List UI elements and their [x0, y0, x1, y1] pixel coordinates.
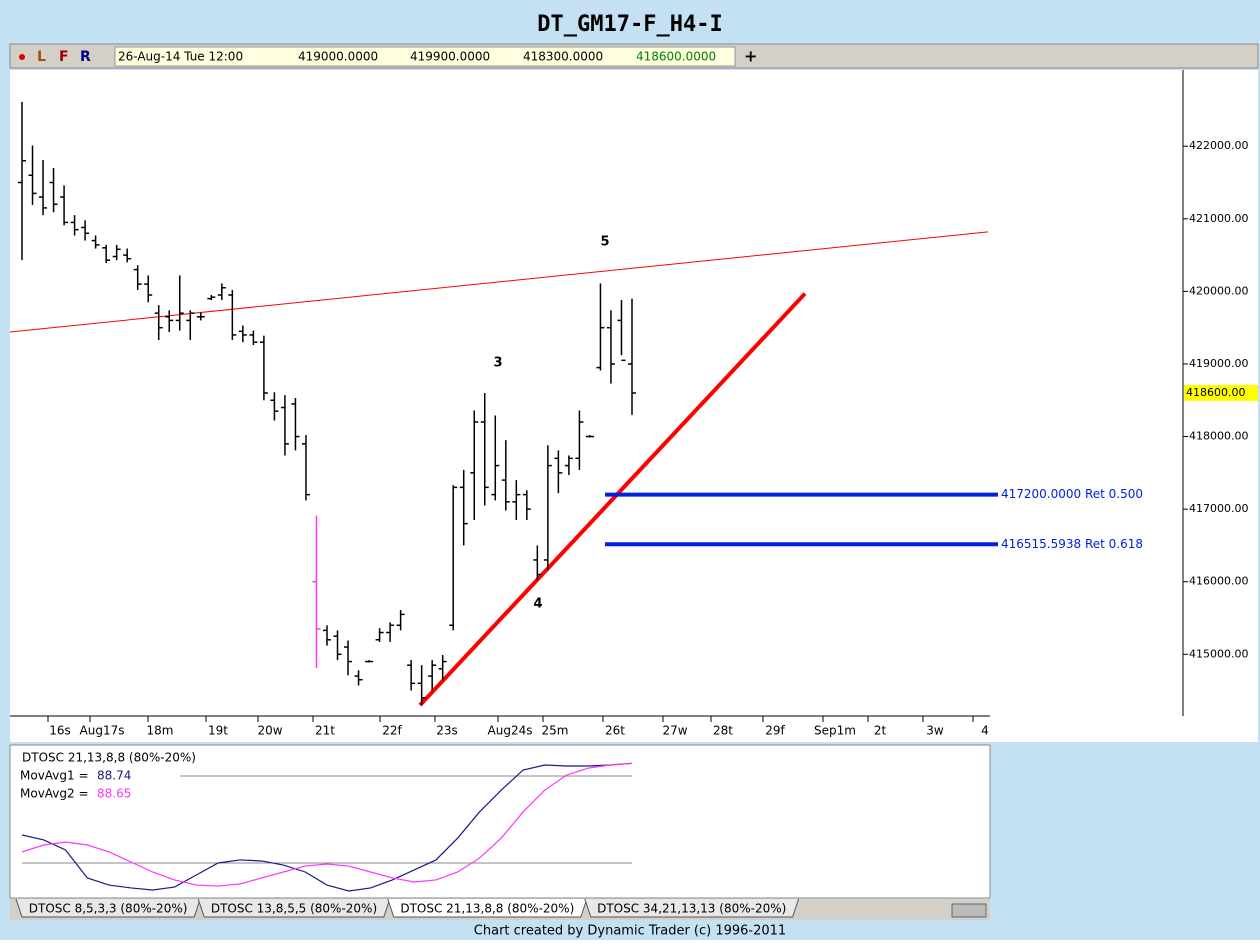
info-close-clip: 418600.0000	[636, 50, 716, 64]
y-tick-label: 421000.00	[1189, 212, 1249, 225]
last-price-label: 418600.00	[1186, 386, 1246, 399]
wave-label: 5	[600, 235, 609, 250]
x-tick-label: 25m	[542, 724, 569, 738]
oscillator-panel	[9, 744, 991, 899]
y-tick-label: 416000.00	[1189, 575, 1249, 588]
osc-legend-name: MovAvg2 =	[20, 787, 89, 801]
info-high: 419900.0000	[410, 50, 490, 64]
trend-line	[9, 231, 989, 333]
tab[interactable]	[387, 898, 588, 918]
tab-label[interactable]: DTOSC 21,13,8,8 (80%-20%)	[400, 902, 574, 916]
x-tick-label: 21t	[315, 724, 335, 738]
info-low: 418300.0000	[523, 50, 603, 64]
x-tick-label: 20w	[257, 724, 282, 738]
flag-f[interactable]: F	[59, 49, 69, 65]
status-dot	[19, 54, 25, 60]
footer: Chart created by Dynamic Trader (c) 1996…	[474, 924, 786, 939]
x-tick-label: 4	[981, 724, 989, 738]
y-tick-label: 415000.00	[1189, 647, 1249, 660]
x-tick-label: 18m	[147, 724, 174, 738]
osc-legend-value: 88.65	[97, 787, 131, 801]
osc-legend-value: 88.74	[97, 769, 131, 783]
tab[interactable]	[15, 898, 201, 918]
x-tick-label: 26t	[605, 724, 625, 738]
y-tick-label: 419000.00	[1189, 357, 1249, 370]
osc-legend-name: MovAvg1 =	[20, 769, 89, 783]
x-tick-label: 28t	[713, 724, 733, 738]
x-tick-label: 27w	[662, 724, 687, 738]
last-price-box	[1184, 385, 1258, 401]
y-tick-label: 418000.00	[1189, 430, 1249, 443]
tab[interactable]	[197, 898, 391, 918]
tab-label[interactable]: DTOSC 8,5,3,3 (80%-20%)	[29, 902, 188, 916]
x-tick-label: Aug24s	[488, 724, 533, 738]
price-panel	[10, 70, 1258, 742]
x-tick-label: 23s	[436, 724, 458, 738]
oscillator-title: DTOSC 21,13,8,8 (80%-20%)	[22, 751, 196, 765]
y-tick-label: 420000.00	[1189, 284, 1249, 297]
flag-r[interactable]: R	[80, 49, 91, 65]
wave-label: 4	[533, 597, 542, 612]
osc-line	[21, 762, 633, 892]
osc-line	[21, 762, 633, 887]
trend-line	[418, 292, 807, 707]
info-close: 418600.0000	[636, 50, 716, 64]
x-tick-label: 2t	[874, 724, 887, 738]
tab-label[interactable]: DTOSC 34,21,13,13 (80%-20%)	[597, 902, 786, 916]
x-tick-label: Aug17s	[80, 724, 125, 738]
tab-label[interactable]: DTOSC 13,8,5,5 (80%-20%)	[211, 902, 377, 916]
x-tick-label: 19t	[208, 724, 228, 738]
add-button[interactable]: +	[744, 47, 757, 66]
tab[interactable]	[584, 898, 800, 918]
x-tick-label: Sep1m	[814, 724, 856, 738]
x-tick-label: 22f	[382, 724, 402, 738]
tab-scroll[interactable]	[951, 903, 987, 918]
info-date: 26-Aug-14 Tue 12:00	[118, 50, 243, 64]
x-tick-label: 29f	[765, 724, 785, 738]
retracement-label: 417200.0000 Ret 0.500	[1001, 487, 1143, 501]
chart-title: DT_GM17-F_H4-I	[537, 12, 722, 37]
info-box	[114, 46, 736, 67]
info-open: 419000.0000	[298, 50, 378, 64]
x-tick-label: 3w	[926, 724, 944, 738]
y-tick-label: 417000.00	[1189, 502, 1249, 515]
flag-l[interactable]: L	[37, 49, 46, 65]
wave-label: 3	[493, 356, 502, 371]
y-tick-label: 422000.00	[1189, 139, 1249, 152]
retracement-label: 416515.5938 Ret 0.618	[1001, 537, 1143, 551]
x-tick-label: 16s	[49, 724, 71, 738]
